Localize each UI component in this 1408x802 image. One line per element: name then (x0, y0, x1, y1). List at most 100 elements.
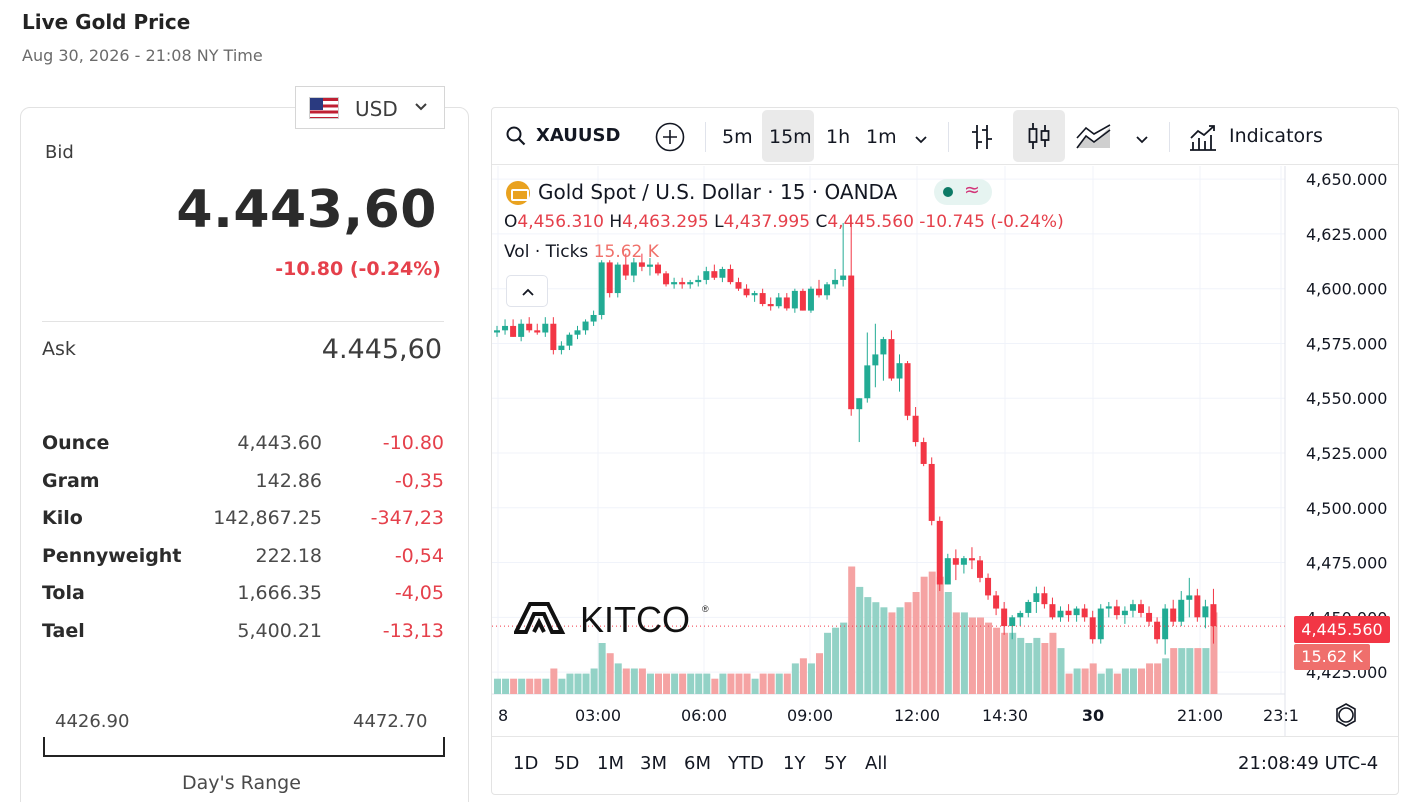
ohlc-legend: O4,456.310 H4,463.295 L4,437.995 C4,445.… (504, 212, 1064, 232)
volume-bar (630, 668, 638, 694)
volume-bar (663, 673, 671, 694)
candle-body (695, 279, 702, 283)
range-5d[interactable]: 5D (554, 753, 580, 774)
chart-toolbar: XAUUSD 5m 15m 1h 1m Indicators (492, 110, 1398, 165)
interval-1m[interactable]: 1m (866, 126, 897, 148)
volume-bar (695, 673, 703, 694)
range-1y[interactable]: 1Y (783, 753, 806, 774)
unit-name: Ounce (42, 432, 110, 454)
candle-body (526, 323, 533, 331)
market-status-pill[interactable]: ≈ (934, 179, 992, 205)
range-1d[interactable]: 1D (513, 753, 539, 774)
candle-body (832, 279, 839, 285)
unit-change: -0,54 (394, 544, 444, 567)
candle-body (494, 330, 500, 333)
unit-price: 222.18 (255, 544, 322, 567)
bars-style-button[interactable] (970, 123, 994, 156)
close-value: 4,445.560 (827, 212, 914, 232)
candle-body (920, 442, 927, 464)
candle-body (912, 415, 919, 443)
indicators-label: Indicators (1229, 125, 1323, 147)
unit-change: -10.80 (382, 432, 444, 454)
volume-bar (1154, 663, 1162, 694)
last-price-tag: 4,445.560 (1294, 616, 1390, 643)
range-5y[interactable]: 5Y (824, 753, 847, 774)
collapse-legend-button[interactable] (506, 275, 548, 307)
candles-style-button[interactable] (1013, 110, 1065, 162)
area-chart-icon (1076, 124, 1111, 149)
interval-1h[interactable]: 1h (826, 126, 851, 148)
candle-body (993, 595, 1000, 609)
unit-price: 5,400.21 (237, 619, 322, 642)
volume-bar (518, 678, 526, 694)
price-chart[interactable]: 4,650.000 4,625.000 4,600.000 4,575.000 4,55… (492, 166, 1398, 736)
candle-body (856, 398, 863, 410)
volume-bar (1041, 643, 1049, 694)
volume-bar (1121, 668, 1129, 694)
candle-body (614, 264, 621, 294)
candle-body (928, 463, 935, 521)
volume-bar (542, 678, 550, 694)
ohlc-bars-icon (972, 125, 992, 149)
unit-row-tael: Tael 5,400.21 -13,13 (42, 618, 446, 656)
interval-dropdown[interactable] (914, 130, 928, 152)
candle-body (735, 282, 742, 289)
candle-body (1210, 604, 1217, 627)
candle-body (1033, 593, 1040, 602)
range-ytd[interactable]: YTD (728, 753, 764, 774)
candlestick-icon (1028, 123, 1050, 149)
candle-body (502, 325, 509, 331)
low-label: L (714, 212, 724, 232)
volume-bar (614, 663, 622, 694)
currency-selector[interactable]: USD (295, 86, 445, 129)
x-tick-label: 03:00 (575, 706, 621, 725)
unit-row-tola: Tola 1,666.35 -4,05 (42, 580, 446, 618)
candle-body (606, 262, 613, 294)
area-style-button[interactable] (1076, 124, 1112, 155)
compare-button[interactable] (655, 122, 685, 157)
y-tick-label: 4,475.000 (1306, 554, 1387, 573)
interval-15m-label: 15m (769, 126, 812, 148)
range-all[interactable]: All (865, 753, 888, 774)
candle-body (638, 262, 645, 267)
volume-bar (1097, 673, 1105, 694)
volume-bar (832, 627, 840, 694)
day-range-low: 4426.90 (55, 711, 130, 732)
volume-bar (936, 576, 944, 694)
candle-body (872, 354, 879, 366)
unit-change: -13,13 (382, 619, 444, 642)
separator (948, 122, 949, 152)
chart-style-dropdown[interactable] (1135, 130, 1149, 152)
interval-15m[interactable]: 15m (762, 110, 814, 162)
volume-bar (494, 678, 501, 694)
volume-legend: Vol · Ticks 15.62 K (504, 242, 659, 262)
volume-bar (558, 678, 566, 694)
settings-icon (1338, 707, 1354, 723)
range-3m[interactable]: 3M (640, 753, 667, 774)
unit-price: 4,443.60 (237, 432, 322, 454)
y-tick-label: 4,500.000 (1306, 499, 1387, 518)
x-tick-label: 30 (1082, 706, 1104, 725)
volume-bar (574, 673, 582, 694)
candle-body (743, 288, 750, 296)
candle-body (687, 282, 694, 285)
candle-body (630, 262, 637, 276)
interval-5m[interactable]: 5m (722, 126, 753, 148)
price-panel (20, 107, 469, 802)
range-1m[interactable]: 1M (597, 753, 624, 774)
volume-bar (735, 673, 743, 694)
volume-bar (1105, 668, 1113, 694)
us-flag-icon (309, 97, 339, 119)
volume-bar (807, 663, 815, 694)
volume-bar (1089, 663, 1097, 694)
candle-body (550, 323, 557, 351)
range-6m[interactable]: 6M (684, 753, 711, 774)
x-tick-label: 09:00 (787, 706, 833, 725)
candle-body (977, 560, 983, 578)
candle-body (791, 290, 798, 309)
unit-name: Tael (42, 619, 85, 642)
candle-body (703, 271, 710, 280)
volume-bar (1017, 637, 1025, 694)
unit-change: -0,35 (394, 469, 444, 492)
volume-bar (783, 673, 791, 694)
